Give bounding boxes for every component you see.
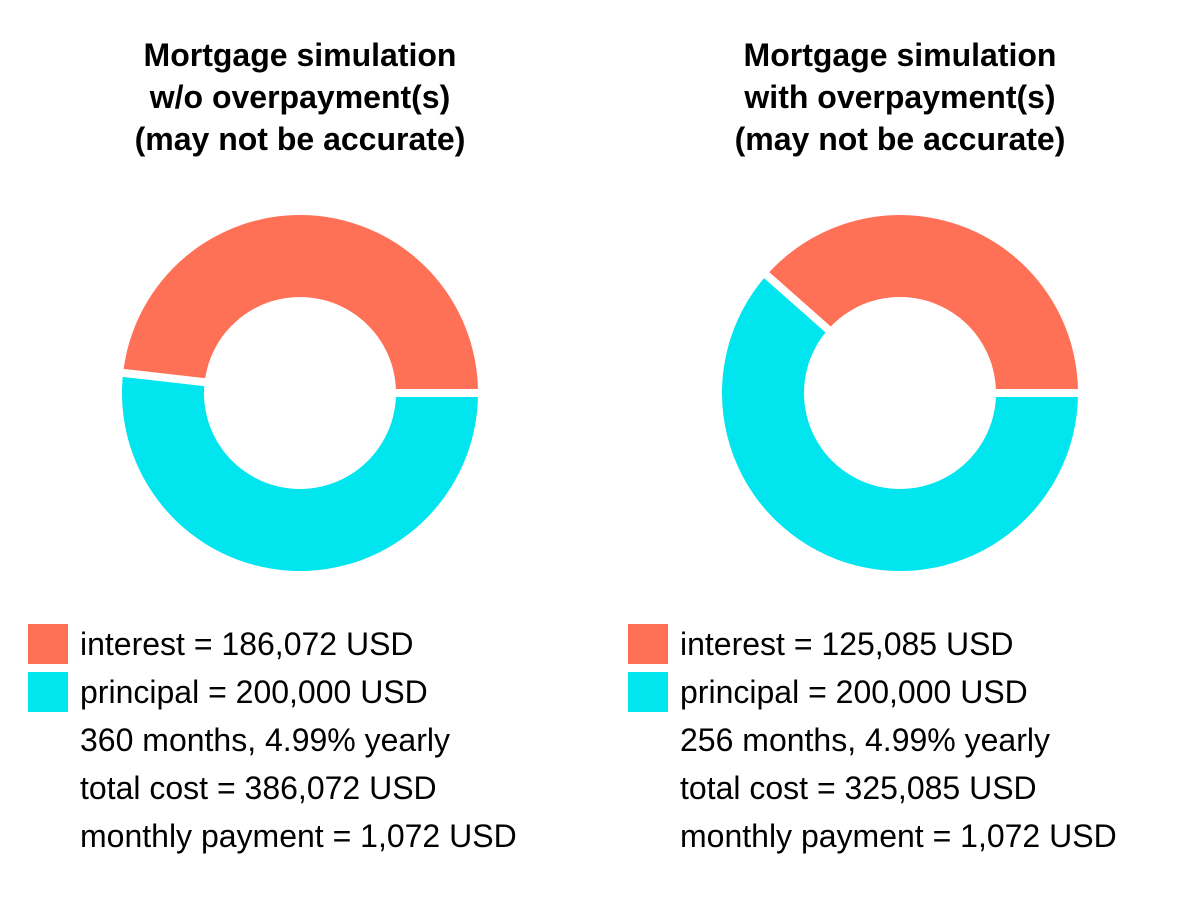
- legend-note-term: 360 months, 4.99% yearly: [28, 716, 600, 764]
- note-term-rate: 256 months, 4.99% yearly: [680, 721, 1050, 758]
- legend-note-monthly: monthly payment = 1,072 USD: [28, 812, 600, 860]
- legend-label-principal: principal = 200,000 USD: [680, 673, 1028, 710]
- legend-note-total: total cost = 325,085 USD: [628, 764, 1200, 812]
- chart-title: Mortgage simulation w/o overpayment(s) (…: [0, 34, 600, 160]
- legend-label-interest: interest = 186,072 USD: [80, 625, 414, 662]
- legend-swatch-principal: [28, 672, 68, 712]
- legend: interest = 125,085 USD principal = 200,0…: [628, 620, 1200, 860]
- note-monthly-payment: monthly payment = 1,072 USD: [80, 817, 517, 854]
- note-total-cost: total cost = 325,085 USD: [680, 769, 1037, 806]
- donut-slice-principal: [722, 275, 1078, 572]
- chart-title-line: w/o overpayment(s): [149, 79, 451, 115]
- chart-title-line: Mortgage simulation: [143, 37, 457, 73]
- donut-chart: [118, 214, 482, 571]
- legend-item-interest: interest = 125,085 USD: [628, 620, 1200, 668]
- legend-item-interest: interest = 186,072 USD: [28, 620, 600, 668]
- legend-swatch-interest: [28, 624, 68, 664]
- legend-item-principal: principal = 200,000 USD: [28, 668, 600, 716]
- donut-slice-principal: [122, 372, 479, 571]
- chart-title-line: Mortgage simulation: [743, 37, 1057, 73]
- donut-slice-interest: [766, 215, 1078, 393]
- legend-note-total: total cost = 386,072 USD: [28, 764, 600, 812]
- legend-swatch-interest: [628, 624, 668, 664]
- legend-note-monthly: monthly payment = 1,072 USD: [628, 812, 1200, 860]
- legend-label-interest: interest = 125,085 USD: [680, 625, 1014, 662]
- chart-title: Mortgage simulation with overpayment(s) …: [600, 34, 1200, 160]
- legend-swatch-principal: [628, 672, 668, 712]
- chart-panel-without-overpayment: Mortgage simulation w/o overpayment(s) (…: [0, 34, 600, 860]
- note-monthly-payment: monthly payment = 1,072 USD: [680, 817, 1117, 854]
- chart-title-line: with overpayment(s): [744, 79, 1056, 115]
- legend-label-principal: principal = 200,000 USD: [80, 673, 428, 710]
- donut-slice-interest: [123, 214, 478, 393]
- legend: interest = 186,072 USD principal = 200,0…: [28, 620, 600, 860]
- chart-title-line: (may not be accurate): [734, 121, 1066, 157]
- chart-title-line: (may not be accurate): [134, 121, 466, 157]
- chart-panel-with-overpayment: Mortgage simulation with overpayment(s) …: [600, 0, 1200, 900]
- slice-separator: [760, 269, 834, 336]
- slice-separator: [118, 368, 210, 387]
- legend-item-principal: principal = 200,000 USD: [628, 668, 1200, 716]
- donut-chart: [722, 215, 1082, 572]
- note-term-rate: 360 months, 4.99% yearly: [80, 721, 450, 758]
- legend-note-term: 256 months, 4.99% yearly: [628, 716, 1200, 764]
- note-total-cost: total cost = 386,072 USD: [80, 769, 437, 806]
